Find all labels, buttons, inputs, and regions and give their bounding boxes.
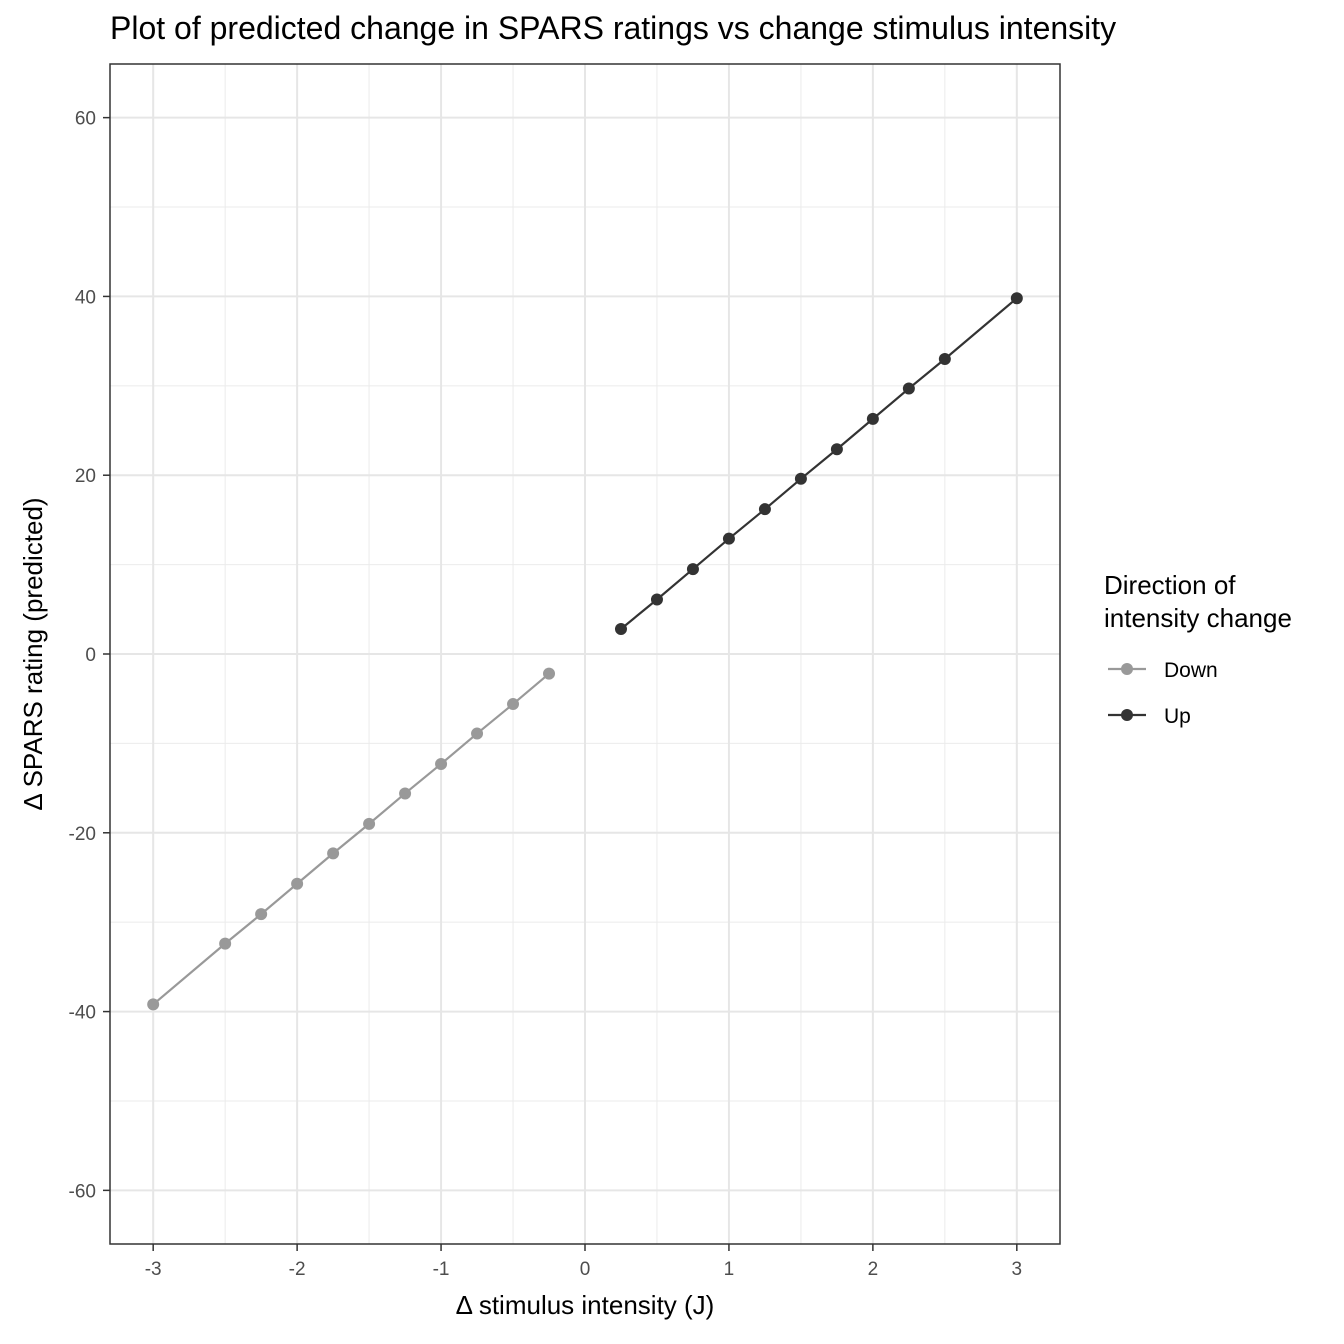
legend-title-line-1: Direction of: [1104, 570, 1236, 600]
legend-title-line-2: intensity change: [1104, 603, 1292, 633]
data-point-down: [327, 847, 340, 860]
x-tick-label: -2: [289, 1259, 306, 1280]
data-point-down: [471, 727, 484, 740]
data-point-down: [435, 757, 448, 770]
data-point-up: [758, 503, 771, 516]
grid-major: [110, 64, 1060, 1244]
x-tick-label: -3: [145, 1259, 162, 1280]
x-tick-label: 2: [868, 1259, 879, 1280]
data-point-down: [255, 908, 268, 921]
data-point-down: [543, 667, 556, 680]
legend-label-up: Up: [1164, 705, 1191, 728]
legend-key-point-down: [1121, 663, 1133, 675]
legend: Direction of intensity change Down Up: [1104, 570, 1292, 728]
y-tick-label: -20: [69, 824, 96, 845]
y-tick-label: 20: [75, 466, 96, 487]
data-point-up: [1010, 292, 1023, 305]
x-tick-label: 1: [724, 1259, 735, 1280]
data-point-up: [902, 382, 915, 395]
series-layer: [147, 292, 1023, 1011]
x-tick-label: 3: [1012, 1259, 1023, 1280]
x-axis: -3 -2 -1 0 1 2 3: [145, 1244, 1022, 1280]
y-tick-label: -60: [69, 1181, 96, 1202]
data-point-up: [938, 353, 951, 365]
y-tick-label: -40: [69, 1003, 96, 1024]
data-point-down: [399, 787, 412, 800]
data-point-down: [507, 698, 520, 711]
data-point-down: [147, 998, 160, 1011]
data-point-up: [614, 622, 627, 635]
data-point-up: [794, 472, 807, 485]
legend-keys: Down Up: [1108, 659, 1218, 728]
y-tick-label: 40: [75, 287, 96, 308]
y-tick-label: 60: [75, 109, 96, 130]
y-axis: -60 -40 -20 0 20 40 60: [69, 109, 110, 1202]
x-tick-label: -1: [433, 1259, 450, 1280]
x-tick-label: 0: [580, 1259, 591, 1280]
legend-label-down: Down: [1164, 659, 1218, 682]
data-point-up: [866, 412, 879, 425]
legend-key-point-up: [1121, 709, 1133, 721]
data-point-up: [722, 532, 735, 545]
y-tick-label: 0: [85, 645, 96, 666]
data-point-up: [830, 443, 843, 456]
data-point-down: [219, 937, 232, 950]
data-point-up: [686, 563, 699, 576]
data-point-up: [650, 593, 663, 606]
data-point-down: [291, 877, 304, 890]
y-axis-title: Δ SPARS rating (predicted): [18, 497, 48, 810]
data-point-down: [363, 817, 376, 830]
x-axis-title: Δ stimulus intensity (J): [456, 1290, 715, 1320]
chart-title: Plot of predicted change in SPARS rating…: [110, 10, 1117, 46]
